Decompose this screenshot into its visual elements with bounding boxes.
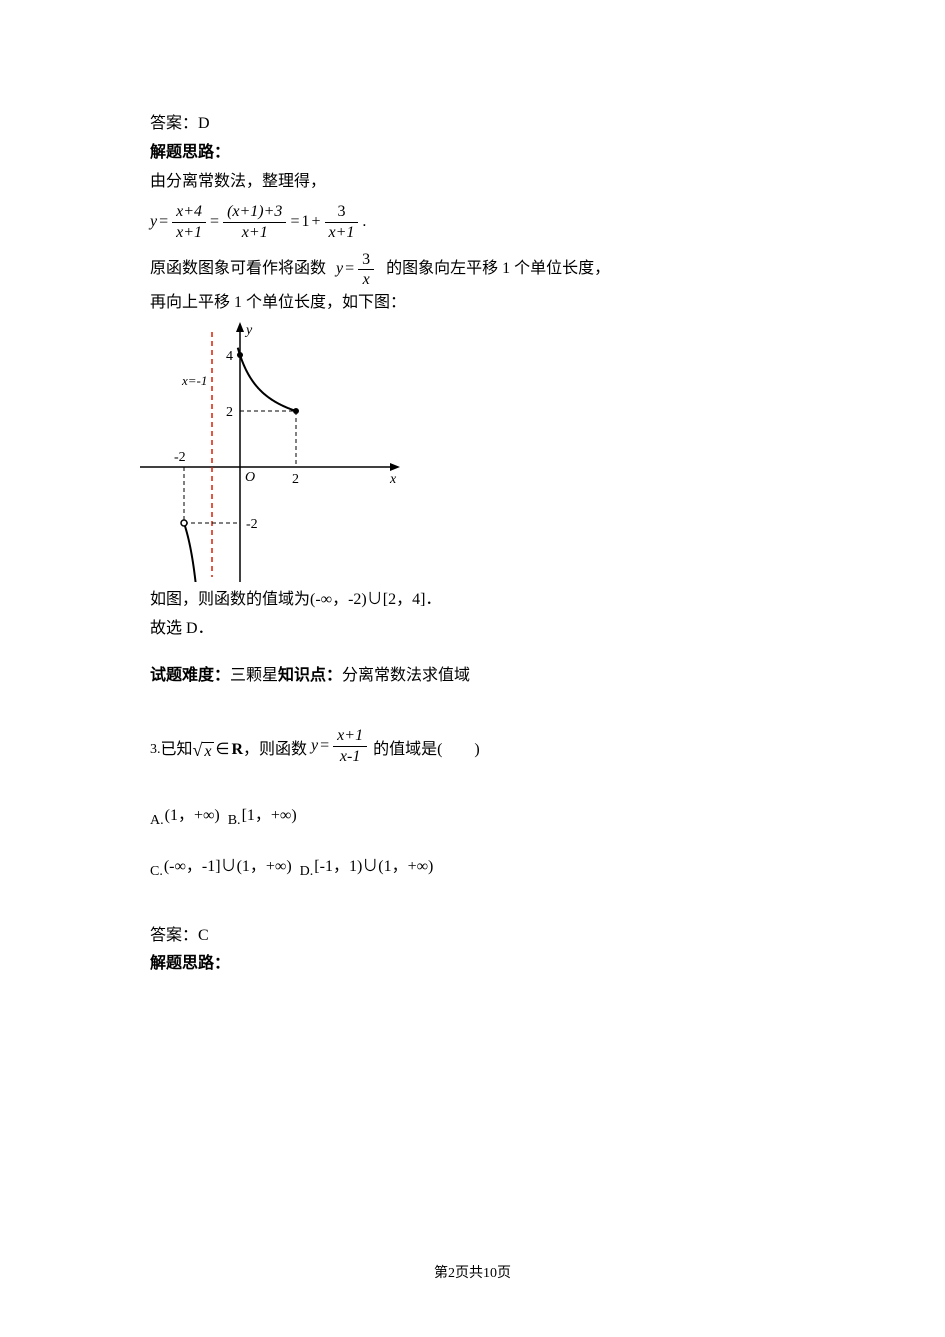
eq-3: = <box>288 213 301 231</box>
frac-3: 3 x+1 <box>325 202 359 241</box>
opt-A-label: A. <box>150 813 164 828</box>
q3-comma: ，则函数 <box>243 736 307 765</box>
topic-label: 知识点： <box>278 667 342 684</box>
sol2-b: 的图象向左平移 1 个单位长度， <box>386 255 610 284</box>
q3-pre: 已知 <box>161 736 193 765</box>
svg-text:-2: -2 <box>246 517 258 532</box>
svg-text:x: x <box>389 472 397 487</box>
eq-2: = <box>208 213 221 231</box>
frac3-num: 3 <box>325 202 359 222</box>
opt-C: (-∞，-1]∪(1，+∞) <box>164 858 292 875</box>
opt-D-label: D. <box>300 864 314 879</box>
q3-expr: y = x+1 x-1 <box>311 726 369 765</box>
q3-R: R <box>231 736 243 765</box>
sqrt-icon: √x <box>193 734 214 767</box>
sqrt-arg: x <box>202 742 213 760</box>
solution-line-5: 故选 D． <box>150 615 795 644</box>
svg-text:-2: -2 <box>174 450 186 465</box>
svg-text:2: 2 <box>226 405 233 420</box>
eq-1: = <box>157 213 170 231</box>
period-1: . <box>360 213 368 231</box>
sol4-range: (-∞，-2)∪[2，4] <box>310 591 425 608</box>
frac-2: (x+1)+3 x+1 <box>223 202 286 241</box>
frac-1: x+4 x+1 <box>172 202 206 241</box>
answer-line-2: 答案：C <box>150 922 795 951</box>
content-area: 答案：D 解题思路： 由分离常数法，整理得， y = x+4 x+1 = (x+… <box>150 110 795 979</box>
opt-C-label: C. <box>150 864 163 879</box>
svg-text:4: 4 <box>226 349 233 364</box>
one: 1 <box>301 213 309 231</box>
q3-frac-num: x+1 <box>333 726 367 746</box>
answer-value: D <box>198 115 210 132</box>
graph-svg: y x O 4 2 -2 2 -2 x=-1 <box>140 322 400 582</box>
solution-heading-1: 解题思路： <box>150 139 795 168</box>
sol2-a: 原函数图象可看作将函数 <box>150 255 326 284</box>
difficulty-value: 三颗星 <box>230 667 278 684</box>
q3-num: 3. <box>150 737 161 762</box>
solution-line-3: 再向上平移 1 个单位长度，如下图： <box>150 289 795 318</box>
sol2-den: x <box>358 270 374 289</box>
function-graph: y x O 4 2 -2 2 -2 x=-1 <box>140 322 400 582</box>
frac1-num: x+4 <box>172 202 206 222</box>
sol4-b: ． <box>425 591 441 608</box>
svg-text:x=-1: x=-1 <box>181 373 207 388</box>
opt-B-label: B. <box>228 813 241 828</box>
options-row-2: C.(-∞，-1]∪(1，+∞) D.[-1，1)∪(1，+∞) <box>150 849 795 888</box>
sol2-num: 3 <box>358 250 374 270</box>
page: 答案：D 解题思路： 由分离常数法，整理得， y = x+4 x+1 = (x+… <box>0 0 945 1337</box>
sol2-frac: 3 x <box>358 250 374 289</box>
q3-frac: x+1 x-1 <box>333 726 367 765</box>
meta-line: 试题难度：三颗星知识点：分离常数法求值域 <box>150 662 795 691</box>
opt-D: [-1，1)∪(1，+∞) <box>314 858 433 875</box>
q3-eq: = <box>318 732 331 761</box>
frac3-den: x+1 <box>325 223 359 242</box>
difficulty-label: 试题难度： <box>150 667 230 684</box>
frac2-den: x+1 <box>223 223 286 242</box>
options-row-1: A.(1，+∞) B.[1，+∞) <box>150 798 795 837</box>
q3-in: ∈ <box>214 736 232 765</box>
sol4-a: 如图，则函数的值域为 <box>150 591 310 608</box>
answer2-value: C <box>198 927 209 944</box>
sol2-y: y <box>336 255 343 284</box>
sol2-eq: = <box>343 255 356 284</box>
q3-y: y <box>311 732 318 761</box>
svg-text:y: y <box>244 323 253 338</box>
frac2-num: (x+1)+3 <box>223 202 286 222</box>
answer-label: 答案： <box>150 115 198 132</box>
opt-A: (1，+∞) <box>165 807 220 824</box>
frac1-den: x+1 <box>172 223 206 242</box>
answer2-label: 答案： <box>150 927 198 944</box>
var-y: y <box>150 213 157 231</box>
solution-heading-2: 解题思路： <box>150 950 795 979</box>
svg-text:2: 2 <box>292 472 299 487</box>
q3-frac-den: x-1 <box>333 747 367 766</box>
page-footer: 第2页共10页 <box>0 1262 945 1282</box>
answer-line-1: 答案：D <box>150 110 795 139</box>
topic-value: 分离常数法求值域 <box>342 667 470 684</box>
svg-text:O: O <box>245 470 255 485</box>
opt-B: [1，+∞) <box>242 807 297 824</box>
formula-1: y = x+4 x+1 = (x+1)+3 x+1 = 1 + 3 x+1 . <box>150 202 368 241</box>
solution-line-4: 如图，则函数的值域为(-∞，-2)∪[2，4]． <box>150 586 795 615</box>
solution-line-1: 由分离常数法，整理得， <box>150 168 795 197</box>
plus: + <box>309 213 322 231</box>
solution-line-2: 原函数图象可看作将函数 y = 3 x 的图象向左平移 1 个单位长度， <box>150 250 610 289</box>
question-3: 3. 已知 √x ∈ R ，则函数 y = x+1 x-1 的值域是( ) <box>150 730 480 769</box>
q3-post: 的值域是( ) <box>373 736 480 765</box>
